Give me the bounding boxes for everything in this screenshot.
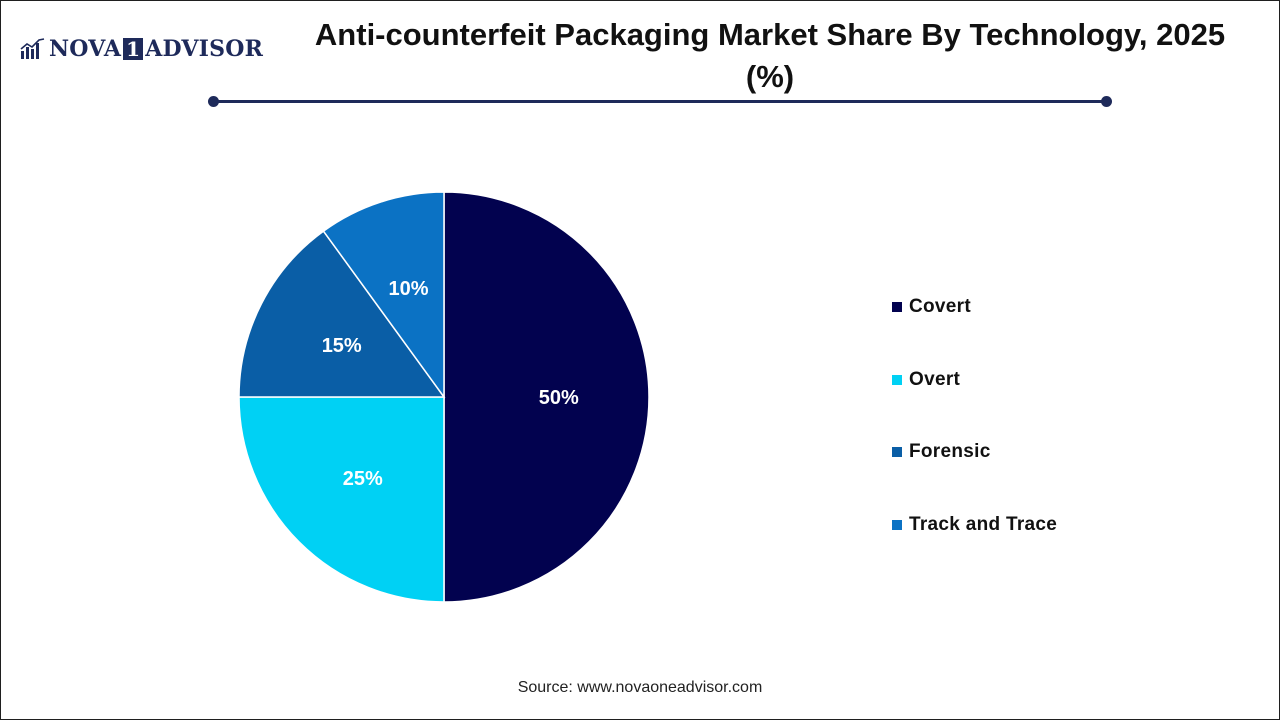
source-note: Source: www.novaoneadvisor.com	[517, 679, 763, 696]
legend-swatch	[892, 302, 902, 312]
brand-name-part3: ADVISOR	[145, 36, 264, 62]
data-label-overt: 25%	[343, 468, 383, 490]
legend-item-track-and-trace: Track and Trace	[892, 514, 1057, 536]
brand-name-part2: 1	[123, 38, 144, 60]
divider-right-dot	[1101, 96, 1112, 107]
pie-slice-track-and-trace	[322, 191, 445, 400]
bar-chart-icon	[20, 38, 45, 59]
pie-slice-forensic	[238, 230, 446, 398]
title-divider	[213, 100, 1107, 103]
legend-label: Track and Trace	[909, 514, 1058, 536]
data-label-covert: 50%	[539, 387, 579, 409]
legend-item-forensic: Forensic	[892, 441, 1057, 463]
legend-label: Covert	[909, 296, 971, 317]
legend-label: Overt	[909, 368, 961, 390]
brand-name-part1: NOVA	[49, 36, 122, 62]
data-label-track-and-trace: 10%	[389, 278, 429, 300]
legend-swatch	[892, 520, 902, 531]
legend-swatch	[892, 447, 902, 458]
legend-swatch	[892, 374, 902, 385]
chart-legend: Covert Overt Forensic Track and Trace	[892, 296, 1057, 587]
legend-item-covert: Covert	[892, 296, 1057, 318]
brand-logo: NOVA 1 ADVISOR	[20, 36, 263, 62]
divider-left-dot	[208, 96, 219, 107]
data-label-forensic: 15%	[322, 335, 362, 357]
pie-slice-overt	[238, 396, 445, 603]
legend-label: Forensic	[909, 441, 991, 463]
legend-item-overt: Overt	[892, 369, 1057, 391]
pie-slice-covert	[443, 191, 650, 603]
chart-title: Anti-counterfeit Packaging Market Share …	[314, 17, 1226, 94]
